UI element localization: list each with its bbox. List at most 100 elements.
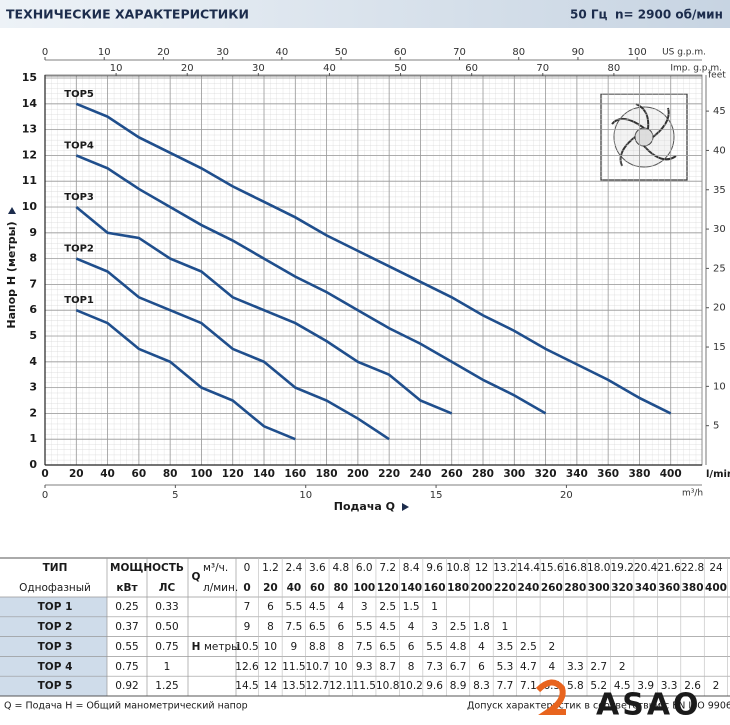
table-cell: 1 <box>502 621 509 633</box>
table-cell: 160 <box>424 582 446 594</box>
table-cell: 400 <box>705 582 727 594</box>
table-cell: 20 <box>263 582 278 594</box>
table-cell: 8 <box>408 661 415 673</box>
table-cell: 5.5 <box>286 601 303 613</box>
y-tick-label: 7 <box>29 277 37 290</box>
table-cell: 8.4 <box>403 562 420 574</box>
right-tick-label: 35 <box>713 185 726 196</box>
table-cell: 0.25 <box>115 601 138 613</box>
table-cell: 12.7 <box>306 680 329 692</box>
table-cell: 18.0 <box>587 562 610 574</box>
table-cell: 10.8 <box>376 680 399 692</box>
y-axis-title: Напор H (метры) <box>5 221 18 328</box>
table-cell: 0.33 <box>155 601 178 613</box>
y-tick-label: 14 <box>22 97 38 110</box>
top-tick-label: 50 <box>335 47 348 58</box>
x-tick-label: 80 <box>163 468 178 480</box>
table-cell: 240 <box>517 582 539 594</box>
top-axis-label: US g.p.m. <box>662 48 706 58</box>
table-cell: 3 <box>431 621 438 633</box>
table-cell: 6 <box>267 601 274 613</box>
top-tick-label: 70 <box>453 47 466 58</box>
table-cell: 0.37 <box>115 621 138 633</box>
x-tick-label: 340 <box>566 468 588 480</box>
table-cell: 0.50 <box>155 621 178 633</box>
table-cell: TOP 4 <box>38 661 73 673</box>
series-label: TOP2 <box>64 244 94 255</box>
table-cell: 60 <box>310 582 325 594</box>
table-cell: 4 <box>549 661 556 673</box>
series-line <box>75 102 672 415</box>
bottom-tick-label: 0 <box>42 490 48 501</box>
top-tick-label: 60 <box>465 63 478 74</box>
table-cell: 11.5 <box>282 661 305 673</box>
series-label: TOP1 <box>64 295 94 306</box>
table-cell: метры <box>204 641 239 653</box>
table-cell: 14.4 <box>517 562 541 574</box>
right-tick-label: 30 <box>713 224 726 235</box>
table-cell: 80 <box>333 582 348 594</box>
right-tick-label: 15 <box>713 342 726 353</box>
x-tick-label: 120 <box>222 468 244 480</box>
y-arrow <box>8 207 16 214</box>
speed: n= 2900 об/мин <box>615 8 723 22</box>
table-cell: 6.7 <box>450 661 467 673</box>
table-cell: 13.5 <box>282 680 305 692</box>
x-tick-label: 320 <box>535 468 557 480</box>
bottom-tick-label: 10 <box>299 490 312 501</box>
right-tick-label: 45 <box>713 106 726 117</box>
x-tick-label: 180 <box>316 468 338 480</box>
table-cell: 8 <box>267 621 274 633</box>
table-cell: 16.8 <box>564 562 587 574</box>
table-cell: 9.6 <box>426 680 443 692</box>
table-cell: 13.2 <box>493 562 516 574</box>
table-cell: 19.2 <box>611 562 634 574</box>
table-cell: 300 <box>588 582 610 594</box>
table-cell: 4 <box>478 641 485 653</box>
table-cell: 3.6 <box>309 562 326 574</box>
table-cell: 3.3 <box>567 661 584 673</box>
x-tick-label: 400 <box>660 468 682 480</box>
table-cell: 7.7 <box>497 680 514 692</box>
frequency: 50 Гц <box>570 8 608 22</box>
table-cell: 24 <box>709 562 723 574</box>
data-table: ТИП МОЩНОСТЬ Однофазный кВт ЛС Qм³/ч. л/мин. H м… <box>0 557 730 697</box>
y-tick-label: 6 <box>29 303 37 316</box>
table-cell: 180 <box>447 582 469 594</box>
table-cell: 12 <box>264 661 277 673</box>
bottom-tick-label: 20 <box>560 490 573 501</box>
right-tick-label: 5 <box>713 421 719 432</box>
right-tick-label: 25 <box>713 263 726 274</box>
top-tick-label: 20 <box>181 63 194 74</box>
table-cell: 1.8 <box>473 621 490 633</box>
y-tick-label: 1 <box>29 432 37 445</box>
table-cell: м³/ч. <box>203 562 228 574</box>
top-tick-label: 0 <box>42 47 48 58</box>
table-cell: 280 <box>564 582 586 594</box>
table-cell: 0.75 <box>115 661 138 673</box>
x-tick-label: 100 <box>190 468 212 480</box>
table-cell: 12.1 <box>329 680 352 692</box>
table-cell: 4.5 <box>379 621 396 633</box>
logo: ASAO <box>596 688 702 723</box>
table-cell: 5.5 <box>356 621 373 633</box>
table-cell: 22.8 <box>681 562 704 574</box>
header-bar <box>0 0 730 28</box>
table-cell: 12 <box>475 562 488 574</box>
table-cell: 14 <box>264 680 278 692</box>
plot-area <box>44 74 703 466</box>
x-tick-label: 140 <box>253 468 275 480</box>
x-tick-label: 360 <box>597 468 619 480</box>
table-cell: 10.8 <box>446 562 469 574</box>
table-cell: 8.3 <box>473 680 490 692</box>
y-tick-label: 0 <box>29 458 37 471</box>
y-tick-label: 11 <box>22 174 37 187</box>
table-cell: 7.5 <box>356 641 373 653</box>
series-line <box>75 308 296 441</box>
table-cell: 2.5 <box>520 641 537 653</box>
footer-tolerance: Допуск характеристик в соответствии с EN… <box>467 701 730 712</box>
top-tick-label: 50 <box>394 63 407 74</box>
table-cell: H <box>192 641 201 653</box>
table-cell: 11.5 <box>353 680 376 692</box>
